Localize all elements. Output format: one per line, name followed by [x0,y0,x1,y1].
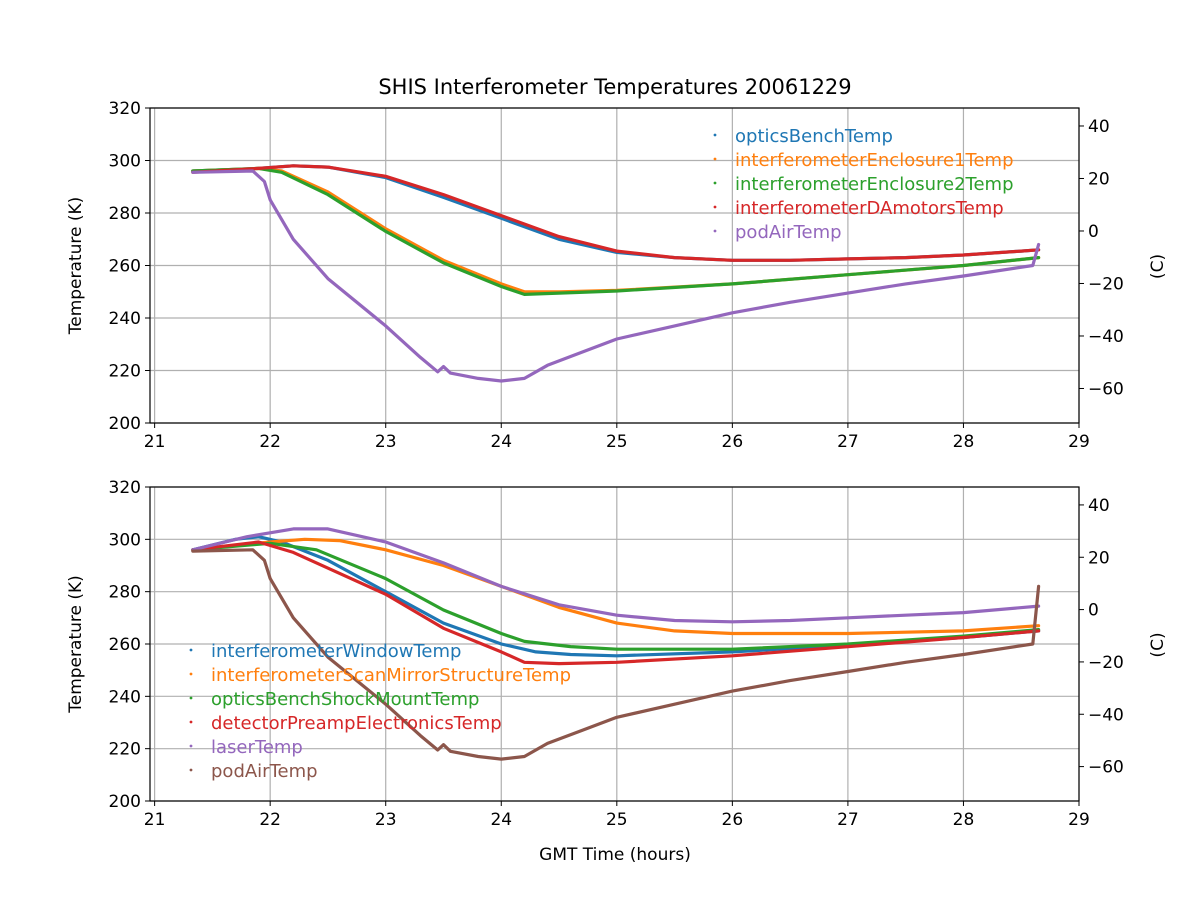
y-tick-label: 220 [109,740,141,760]
legend-marker [713,181,717,185]
series-laserTemp [191,527,1041,624]
x-axis-label: GMT Time (hours) [539,845,691,865]
legend-label: laserTemp [211,737,303,758]
series-detectorPreampElectronicsTemp [191,540,1041,666]
y-right-tick-label: −20 [1088,653,1124,673]
y-right-tick-label: 40 [1088,496,1110,516]
legend-label: detectorPreampElectronicsTemp [211,713,502,734]
y-axis-label: Temperature (K) [66,197,86,336]
y-tick-label: 320 [109,99,141,119]
x-tick-label: 26 [722,432,744,452]
legend-marker [189,648,193,652]
x-tick-label: 29 [1068,810,1090,830]
y-axis-label-right: (C) [1148,632,1168,657]
series-interferometerEnclosure2Temp [191,166,1041,296]
x-tick-label: 28 [953,810,975,830]
x-tick-label: 29 [1068,432,1090,452]
y-right-tick-label: 20 [1088,169,1110,189]
x-tick-label: 22 [259,810,281,830]
legend: opticsBenchTemp interferometerEnclosure1T… [713,126,1014,243]
legend-marker [189,672,193,676]
legend-label: interferometerEnclosure1Temp [735,150,1014,171]
y-tick-label: 260 [109,635,141,655]
legend-label: interferometerScanMirrorStructureTemp [211,665,571,686]
legend-marker [713,205,717,209]
legend-marker [189,768,193,772]
legend-label: podAirTemp [735,222,842,243]
legend-label: interferometerWindowTemp [211,641,461,662]
y-right-tick-label: 0 [1088,601,1099,621]
legend-marker [713,229,717,233]
y-tick-label: 280 [109,204,141,224]
y-tick-label: 300 [109,152,141,172]
y-axis-label: Temperature (K) [66,575,86,714]
y-right-tick-label: 0 [1088,222,1099,242]
y-tick-label: 300 [109,530,141,550]
x-tick-label: 27 [837,810,859,830]
x-tick-label: 25 [606,810,628,830]
y-tick-label: 320 [109,478,141,498]
y-right-tick-label: −60 [1088,758,1124,778]
y-right-tick-label: −60 [1088,379,1124,399]
panel-1: 21 22 23 24 25 26 27 28 29200220240260280300320−… [66,99,1168,452]
legend-label: opticsBenchShockMountTemp [211,689,479,710]
x-tick-label: 22 [259,432,281,452]
x-tick-label: 23 [375,432,397,452]
legend-marker [713,157,717,161]
y-tick-label: 240 [109,309,141,329]
y-right-tick-label: −20 [1088,274,1124,294]
legend-marker [713,133,717,137]
y-right-tick-label: −40 [1088,705,1124,725]
y-axis-label-right: (C) [1148,254,1168,279]
legend-label: interferometerDAmotorsTemp [735,198,1004,219]
series-interferometerDAmotorsTemp [191,164,1041,262]
series-podAirTemp [191,169,1041,383]
x-tick-label: 26 [722,810,744,830]
y-tick-label: 220 [109,362,141,382]
x-tick-label: 28 [953,432,975,452]
y-tick-label: 260 [109,257,141,277]
y-tick-label: 200 [109,792,141,812]
x-tick-label: 21 [144,432,166,452]
legend-label: podAirTemp [211,761,318,782]
legend-label: opticsBenchTemp [735,126,893,147]
y-tick-label: 280 [109,583,141,603]
series-opticsBenchShockMountTemp [191,541,1041,651]
series-interferometerScanMirrorStructureTemp [191,537,1041,636]
legend: interferometerWindowTemp interferometerSc… [189,641,571,782]
y-right-tick-label: 40 [1088,117,1110,137]
legend-marker [189,696,193,700]
y-right-tick-label: 20 [1088,548,1110,568]
chart-title: SHIS Interferometer Temperatures 2006122… [378,75,851,99]
x-tick-label: 27 [837,432,859,452]
y-right-tick-label: −40 [1088,327,1124,347]
x-tick-label: 24 [490,432,512,452]
legend-label: interferometerEnclosure2Temp [735,174,1014,195]
x-tick-label: 25 [606,432,628,452]
panel-2: 21 22 23 24 25 26 27 28 29200220240260280300320−… [66,478,1168,830]
legend-marker [189,744,193,748]
legend-marker [189,720,193,724]
x-tick-label: 23 [375,810,397,830]
y-tick-label: 200 [109,414,141,434]
x-tick-label: 24 [490,810,512,830]
series-podAirTemp [191,548,1041,761]
series-interferometerWindowTemp [191,535,1041,658]
x-tick-label: 21 [144,810,166,830]
y-tick-label: 240 [109,687,141,707]
